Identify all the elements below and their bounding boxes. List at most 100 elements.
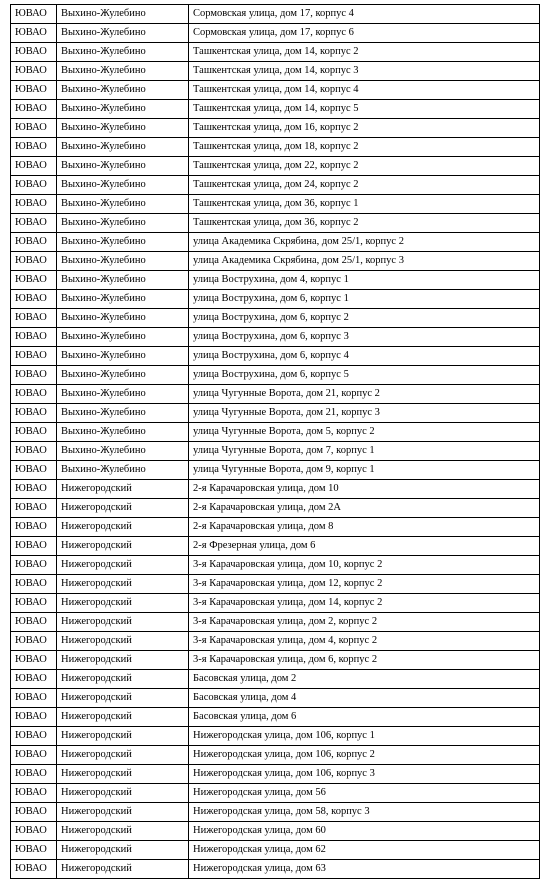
district-cell: ЮВАО (11, 784, 57, 803)
table-row: ЮВАОВыхино-ЖулебиноТашкентская улица, до… (11, 100, 540, 119)
address-cell: улица Чугунные Ворота, дом 21, корпус 3 (189, 404, 540, 423)
address-cell: улица Вострухина, дом 6, корпус 4 (189, 347, 540, 366)
address-cell: 2-я Карачаровская улица, дом 10 (189, 480, 540, 499)
area-cell: Выхино-Жулебино (57, 252, 189, 271)
address-cell: Ташкентская улица, дом 18, корпус 2 (189, 138, 540, 157)
table-row: ЮВАОВыхино-ЖулебиноСормовская улица, дом… (11, 5, 540, 24)
area-cell: Нижегородский (57, 841, 189, 860)
district-cell: ЮВАО (11, 727, 57, 746)
table-row: ЮВАОНижегородскийБасовская улица, дом 2 (11, 670, 540, 689)
table-row: ЮВАОНижегородский2-я Карачаровская улица… (11, 518, 540, 537)
table-row: ЮВАОНижегородскийБасовская улица, дом 4 (11, 689, 540, 708)
area-cell: Выхино-Жулебино (57, 347, 189, 366)
area-cell: Выхино-Жулебино (57, 442, 189, 461)
area-cell: Выхино-Жулебино (57, 24, 189, 43)
table-row: ЮВАОВыхино-Жулебиноулица Академика Скряб… (11, 252, 540, 271)
address-table-body: ЮВАОВыхино-ЖулебиноСормовская улица, дом… (11, 5, 540, 879)
area-cell: Выхино-Жулебино (57, 214, 189, 233)
address-cell: 3-я Карачаровская улица, дом 14, корпус … (189, 594, 540, 613)
table-row: ЮВАОВыхино-Жулебиноулица Чугунные Ворота… (11, 442, 540, 461)
area-cell: Нижегородский (57, 480, 189, 499)
district-cell: ЮВАО (11, 366, 57, 385)
area-cell: Нижегородский (57, 632, 189, 651)
address-cell: улица Вострухина, дом 6, корпус 1 (189, 290, 540, 309)
district-cell: ЮВАО (11, 195, 57, 214)
district-cell: ЮВАО (11, 271, 57, 290)
district-cell: ЮВАО (11, 461, 57, 480)
area-cell: Выхино-Жулебино (57, 461, 189, 480)
district-cell: ЮВАО (11, 157, 57, 176)
table-row: ЮВАОНижегородский3-я Карачаровская улица… (11, 594, 540, 613)
table-row: ЮВАОНижегородскийНижегородская улица, до… (11, 803, 540, 822)
district-cell: ЮВАО (11, 822, 57, 841)
table-row: ЮВАОВыхино-Жулебиноулица Чугунные Ворота… (11, 404, 540, 423)
area-cell: Нижегородский (57, 613, 189, 632)
district-cell: ЮВАО (11, 252, 57, 271)
address-cell: 3-я Карачаровская улица, дом 4, корпус 2 (189, 632, 540, 651)
district-cell: ЮВАО (11, 404, 57, 423)
district-cell: ЮВАО (11, 43, 57, 62)
area-cell: Выхино-Жулебино (57, 404, 189, 423)
district-cell: ЮВАО (11, 803, 57, 822)
address-cell: 3-я Карачаровская улица, дом 2, корпус 2 (189, 613, 540, 632)
address-cell: улица Вострухина, дом 6, корпус 2 (189, 309, 540, 328)
address-cell: Басовская улица, дом 2 (189, 670, 540, 689)
table-row: ЮВАОНижегородскийНижегородская улица, до… (11, 727, 540, 746)
area-cell: Нижегородский (57, 594, 189, 613)
area-cell: Нижегородский (57, 727, 189, 746)
table-row: ЮВАОНижегородскийНижегородская улица, до… (11, 822, 540, 841)
address-cell: Ташкентская улица, дом 36, корпус 1 (189, 195, 540, 214)
table-row: ЮВАОНижегородский2-я Карачаровская улица… (11, 499, 540, 518)
district-cell: ЮВАО (11, 632, 57, 651)
area-cell: Нижегородский (57, 537, 189, 556)
area-cell: Нижегородский (57, 556, 189, 575)
address-cell: 3-я Карачаровская улица, дом 12, корпус … (189, 575, 540, 594)
district-cell: ЮВАО (11, 708, 57, 727)
address-cell: Нижегородская улица, дом 56 (189, 784, 540, 803)
area-cell: Нижегородский (57, 499, 189, 518)
district-cell: ЮВАО (11, 594, 57, 613)
district-cell: ЮВАО (11, 575, 57, 594)
district-cell: ЮВАО (11, 765, 57, 784)
district-cell: ЮВАО (11, 385, 57, 404)
district-cell: ЮВАО (11, 347, 57, 366)
table-row: ЮВАОВыхино-Жулебиноулица Чугунные Ворота… (11, 461, 540, 480)
area-cell: Нижегородский (57, 670, 189, 689)
area-cell: Выхино-Жулебино (57, 309, 189, 328)
area-cell: Нижегородский (57, 784, 189, 803)
table-row: ЮВАОВыхино-ЖулебиноТашкентская улица, до… (11, 43, 540, 62)
address-table: ЮВАОВыхино-ЖулебиноСормовская улица, дом… (10, 4, 540, 879)
table-row: ЮВАОНижегородскийНижегородская улица, до… (11, 841, 540, 860)
district-cell: ЮВАО (11, 746, 57, 765)
address-cell: Сормовская улица, дом 17, корпус 6 (189, 24, 540, 43)
district-cell: ЮВАО (11, 689, 57, 708)
district-cell: ЮВАО (11, 214, 57, 233)
area-cell: Нижегородский (57, 746, 189, 765)
table-row: ЮВАОВыхино-ЖулебиноСормовская улица, дом… (11, 24, 540, 43)
area-cell: Нижегородский (57, 822, 189, 841)
district-cell: ЮВАО (11, 841, 57, 860)
table-row: ЮВАОВыхино-Жулебиноулица Академика Скряб… (11, 233, 540, 252)
district-cell: ЮВАО (11, 100, 57, 119)
table-row: ЮВАОВыхино-ЖулебиноТашкентская улица, до… (11, 138, 540, 157)
table-row: ЮВАОВыхино-Жулебиноулица Вострухина, дом… (11, 309, 540, 328)
table-row: ЮВАОВыхино-Жулебиноулица Чугунные Ворота… (11, 385, 540, 404)
table-row: ЮВАОНижегородский3-я Карачаровская улица… (11, 632, 540, 651)
district-cell: ЮВАО (11, 309, 57, 328)
address-cell: улица Чугунные Ворота, дом 7, корпус 1 (189, 442, 540, 461)
address-cell: улица Чугунные Ворота, дом 21, корпус 2 (189, 385, 540, 404)
area-cell: Выхино-Жулебино (57, 62, 189, 81)
district-cell: ЮВАО (11, 556, 57, 575)
area-cell: Выхино-Жулебино (57, 5, 189, 24)
district-cell: ЮВАО (11, 480, 57, 499)
address-cell: Ташкентская улица, дом 24, корпус 2 (189, 176, 540, 195)
area-cell: Выхино-Жулебино (57, 81, 189, 100)
table-row: ЮВАОВыхино-Жулебиноулица Вострухина, дом… (11, 271, 540, 290)
district-cell: ЮВАО (11, 5, 57, 24)
district-cell: ЮВАО (11, 62, 57, 81)
address-cell: улица Академика Скрябина, дом 25/1, корп… (189, 252, 540, 271)
district-cell: ЮВАО (11, 613, 57, 632)
area-cell: Нижегородский (57, 689, 189, 708)
district-cell: ЮВАО (11, 499, 57, 518)
area-cell: Нижегородский (57, 575, 189, 594)
